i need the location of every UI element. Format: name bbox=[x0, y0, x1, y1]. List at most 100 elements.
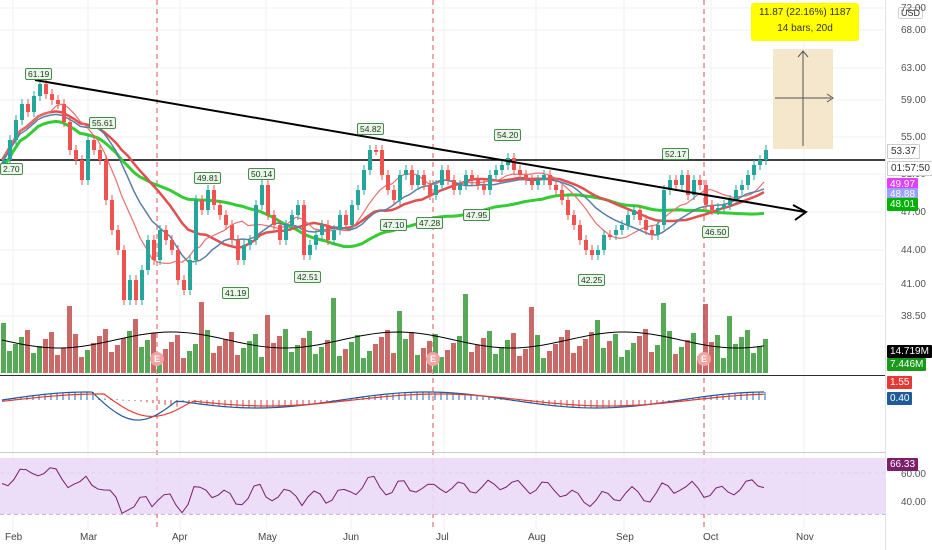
candle-body bbox=[458, 185, 462, 190]
macd-histogram-bar bbox=[740, 392, 742, 400]
volume-bar bbox=[409, 332, 414, 373]
candle-body bbox=[440, 170, 444, 185]
price-note[interactable]: 46.50 bbox=[702, 226, 730, 238]
price-note[interactable]: 54.20 bbox=[494, 129, 522, 141]
candle-body bbox=[602, 235, 606, 250]
macd-histogram-bar bbox=[266, 400, 268, 408]
volume-bar bbox=[289, 352, 294, 373]
candle-body bbox=[542, 175, 546, 180]
currency-label[interactable]: USD bbox=[898, 7, 924, 19]
macd-histogram-bar bbox=[176, 400, 178, 407]
volume-bar bbox=[259, 357, 264, 373]
macd-histogram-bar bbox=[644, 400, 646, 406]
volume-bar bbox=[319, 347, 324, 373]
scale-tag: 49.97 bbox=[887, 178, 919, 191]
price-note[interactable]: 55.61 bbox=[89, 117, 117, 129]
candle-body bbox=[596, 250, 600, 255]
candle-body bbox=[242, 245, 246, 260]
candle-body bbox=[278, 225, 282, 240]
price-note[interactable]: 49.81 bbox=[194, 172, 222, 184]
volume-bar bbox=[619, 357, 624, 373]
price-note[interactable]: 42.51 bbox=[294, 271, 322, 283]
candle-body bbox=[632, 210, 636, 215]
candle-body bbox=[140, 270, 144, 300]
macd-histogram-bar bbox=[602, 400, 604, 408]
candle-body bbox=[560, 190, 564, 200]
macd-histogram-bar bbox=[158, 400, 160, 404]
rsi-tick: 40.00 bbox=[900, 497, 926, 508]
volume-bar bbox=[247, 341, 252, 373]
candle-body bbox=[488, 175, 492, 190]
macd-histogram-bar bbox=[746, 392, 748, 400]
macd-histogram-bar bbox=[320, 400, 322, 404]
volume-bar bbox=[667, 331, 672, 373]
volume-bar bbox=[79, 357, 84, 373]
pane-divider bbox=[0, 452, 885, 453]
volume-bar bbox=[73, 334, 78, 373]
candle-body bbox=[230, 225, 234, 240]
candle-body bbox=[356, 190, 360, 205]
macd-histogram-bar bbox=[254, 400, 256, 408]
candle-body bbox=[254, 205, 258, 240]
candle-body bbox=[476, 180, 480, 185]
macd-histogram-bar bbox=[518, 400, 520, 402]
macd-histogram-bar bbox=[236, 400, 238, 408]
macd-histogram-bar bbox=[410, 392, 412, 400]
candle-body bbox=[380, 150, 384, 175]
candle-body bbox=[224, 215, 228, 225]
volume-bar bbox=[211, 353, 216, 373]
volume-bar bbox=[637, 336, 642, 373]
price-note[interactable]: 47.10 bbox=[380, 219, 408, 231]
volume-bar bbox=[175, 335, 180, 373]
scale-tag: 01:57:50 bbox=[887, 161, 932, 176]
price-note[interactable]: 61.19 bbox=[25, 68, 53, 80]
price-note[interactable]: 54.82 bbox=[357, 123, 385, 135]
candle-body bbox=[8, 140, 12, 160]
earnings-badge[interactable]: E bbox=[426, 352, 440, 366]
macd-histogram-bar bbox=[416, 392, 418, 400]
candle-body bbox=[452, 180, 456, 190]
volume-bar bbox=[553, 344, 558, 373]
volume-bar bbox=[127, 331, 132, 373]
volume-bar bbox=[445, 350, 450, 373]
candle-body bbox=[332, 230, 336, 240]
volume-bar bbox=[223, 339, 228, 373]
candle-body bbox=[482, 185, 486, 190]
macd-histogram-bar bbox=[116, 399, 118, 401]
candle-body bbox=[68, 122, 72, 150]
candle-body bbox=[338, 215, 342, 230]
x-axis-label: Apr bbox=[172, 532, 188, 543]
candle-body bbox=[218, 205, 222, 215]
moving-averages bbox=[0, 103, 765, 264]
earnings-badge[interactable]: E bbox=[697, 352, 711, 366]
price-note[interactable]: 52.17 bbox=[662, 148, 690, 160]
candle-body bbox=[392, 190, 396, 200]
price-note[interactable]: 47.28 bbox=[416, 217, 444, 229]
candle-body bbox=[182, 280, 186, 290]
earnings-badge[interactable]: E bbox=[150, 352, 164, 366]
candle-body bbox=[314, 235, 318, 245]
volume-bar bbox=[187, 351, 192, 373]
candle-body bbox=[512, 158, 516, 170]
volume-bar bbox=[325, 340, 330, 373]
candle-body bbox=[614, 230, 618, 235]
price-note[interactable]: 41.19 bbox=[222, 287, 250, 299]
price-note[interactable]: 47.95 bbox=[463, 209, 491, 221]
candle-body bbox=[422, 175, 426, 185]
macd-histogram-bar bbox=[560, 400, 562, 407]
price-note[interactable]: 42.25 bbox=[578, 274, 606, 286]
candle-body bbox=[434, 185, 438, 195]
candle-body bbox=[98, 150, 102, 160]
candle-body bbox=[296, 205, 300, 215]
volume-bar bbox=[523, 349, 528, 373]
volume-bar bbox=[547, 351, 552, 373]
candle-body bbox=[86, 140, 90, 180]
volume-bar bbox=[691, 333, 696, 373]
volume-bar bbox=[457, 336, 462, 373]
trendline-down bbox=[34, 79, 806, 213]
volume-bar bbox=[493, 354, 498, 373]
candle-body bbox=[470, 175, 474, 180]
price-note[interactable]: 50.14 bbox=[248, 168, 276, 180]
volume-bar bbox=[463, 294, 468, 373]
